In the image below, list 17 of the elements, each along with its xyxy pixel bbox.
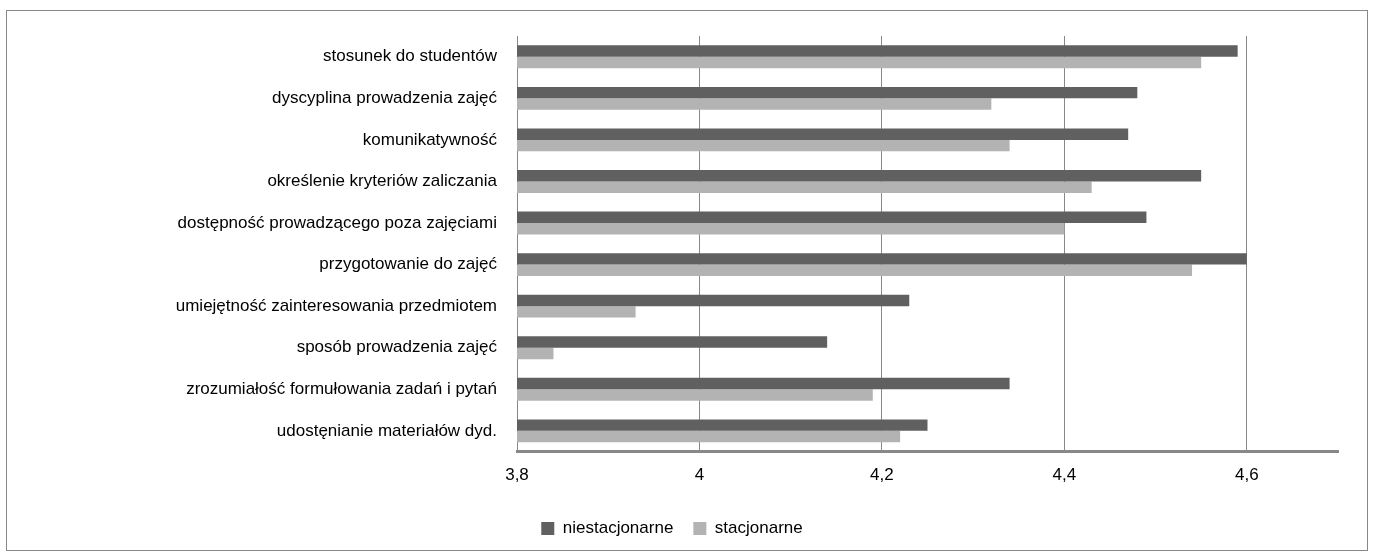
y-tick-label: udostęnianie materiałów dyd.	[276, 420, 497, 440]
x-tick-label: 3,8	[505, 465, 529, 485]
y-tick-label: umiejętność zainteresowania przedmiotem	[175, 295, 497, 315]
x-tick-label: 4,2	[870, 465, 894, 485]
x-tick-label: 4,6	[1234, 465, 1259, 485]
y-tick-label: komunikatywność	[362, 129, 498, 149]
y-tick-label: stosunek do studentów	[323, 46, 498, 66]
y-tick-label: zrozumiałość formułowania zadań i pytań	[186, 378, 497, 398]
y-tick-label: określenie kryteriów zaliczania	[267, 171, 498, 191]
x-tick-label: 4	[694, 465, 705, 485]
y-tick-label: dyscyplina prowadzenia zajęć	[272, 88, 498, 108]
y-tick-label: przygotowanie do zajęć	[319, 254, 498, 274]
y-tick-label: sposób prowadzenia zajęć	[296, 337, 498, 357]
legend-label: niestacjonarne	[562, 518, 674, 538]
x-tick-label: 4,4	[1052, 465, 1077, 485]
y-tick-label: dostępność prowadzącego poza zajęciami	[177, 212, 497, 232]
legend-label: stacjonarne	[714, 518, 803, 538]
